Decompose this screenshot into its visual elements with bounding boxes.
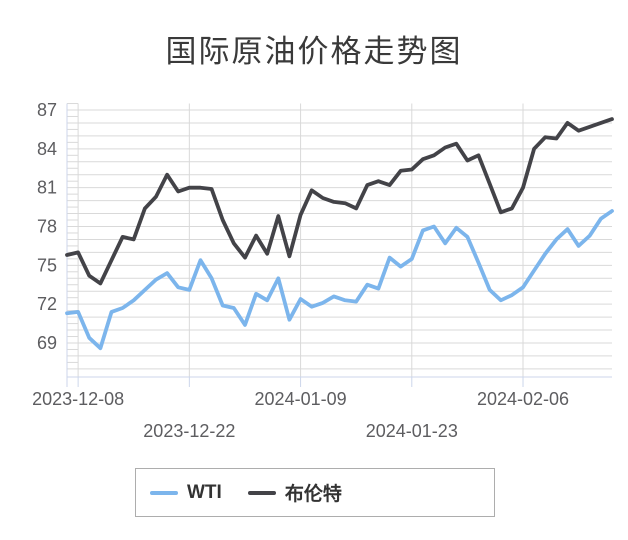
legend-item-wti[interactable]: WTI — [150, 482, 222, 504]
y-tick-label: 81 — [37, 178, 57, 198]
chart-title: 国际原油价格走势图 — [165, 34, 463, 69]
legend-item-brent[interactable]: 布伦特 — [247, 479, 342, 506]
y-tick-label: 78 — [37, 216, 57, 236]
y-tick-label: 72 — [37, 294, 57, 314]
y-tick-label: 84 — [37, 139, 57, 159]
wti-line-swatch — [150, 490, 178, 495]
y-tick-label: 87 — [37, 100, 57, 120]
wti-line — [65, 209, 614, 351]
legend: WTI 布伦特 — [135, 468, 495, 517]
brent-line-swatch — [247, 490, 276, 495]
y-tick-label: 75 — [37, 255, 57, 275]
y-tick-label: 69 — [37, 333, 57, 353]
x-tick-label: 2024-02-06 — [477, 389, 569, 409]
x-tick-label: 2024-01-09 — [255, 389, 347, 409]
x-tick-label: 2023-12-22 — [143, 421, 235, 441]
x-tick-label: 2023-12-08 — [32, 389, 124, 409]
legend-label-brent: 布伦特 — [284, 484, 342, 505]
x-tick-label: 2024-01-23 — [366, 421, 458, 441]
legend-label-wti: WTI — [187, 481, 222, 503]
brent-line — [65, 117, 614, 286]
axis-layer — [66, 103, 612, 387]
grid-layer — [67, 103, 612, 377]
series-layer — [65, 117, 614, 351]
axis-labels: 69 72 75 78 81 84 87 2023-12-08 2023-12-22 2024-0… — [32, 100, 569, 441]
